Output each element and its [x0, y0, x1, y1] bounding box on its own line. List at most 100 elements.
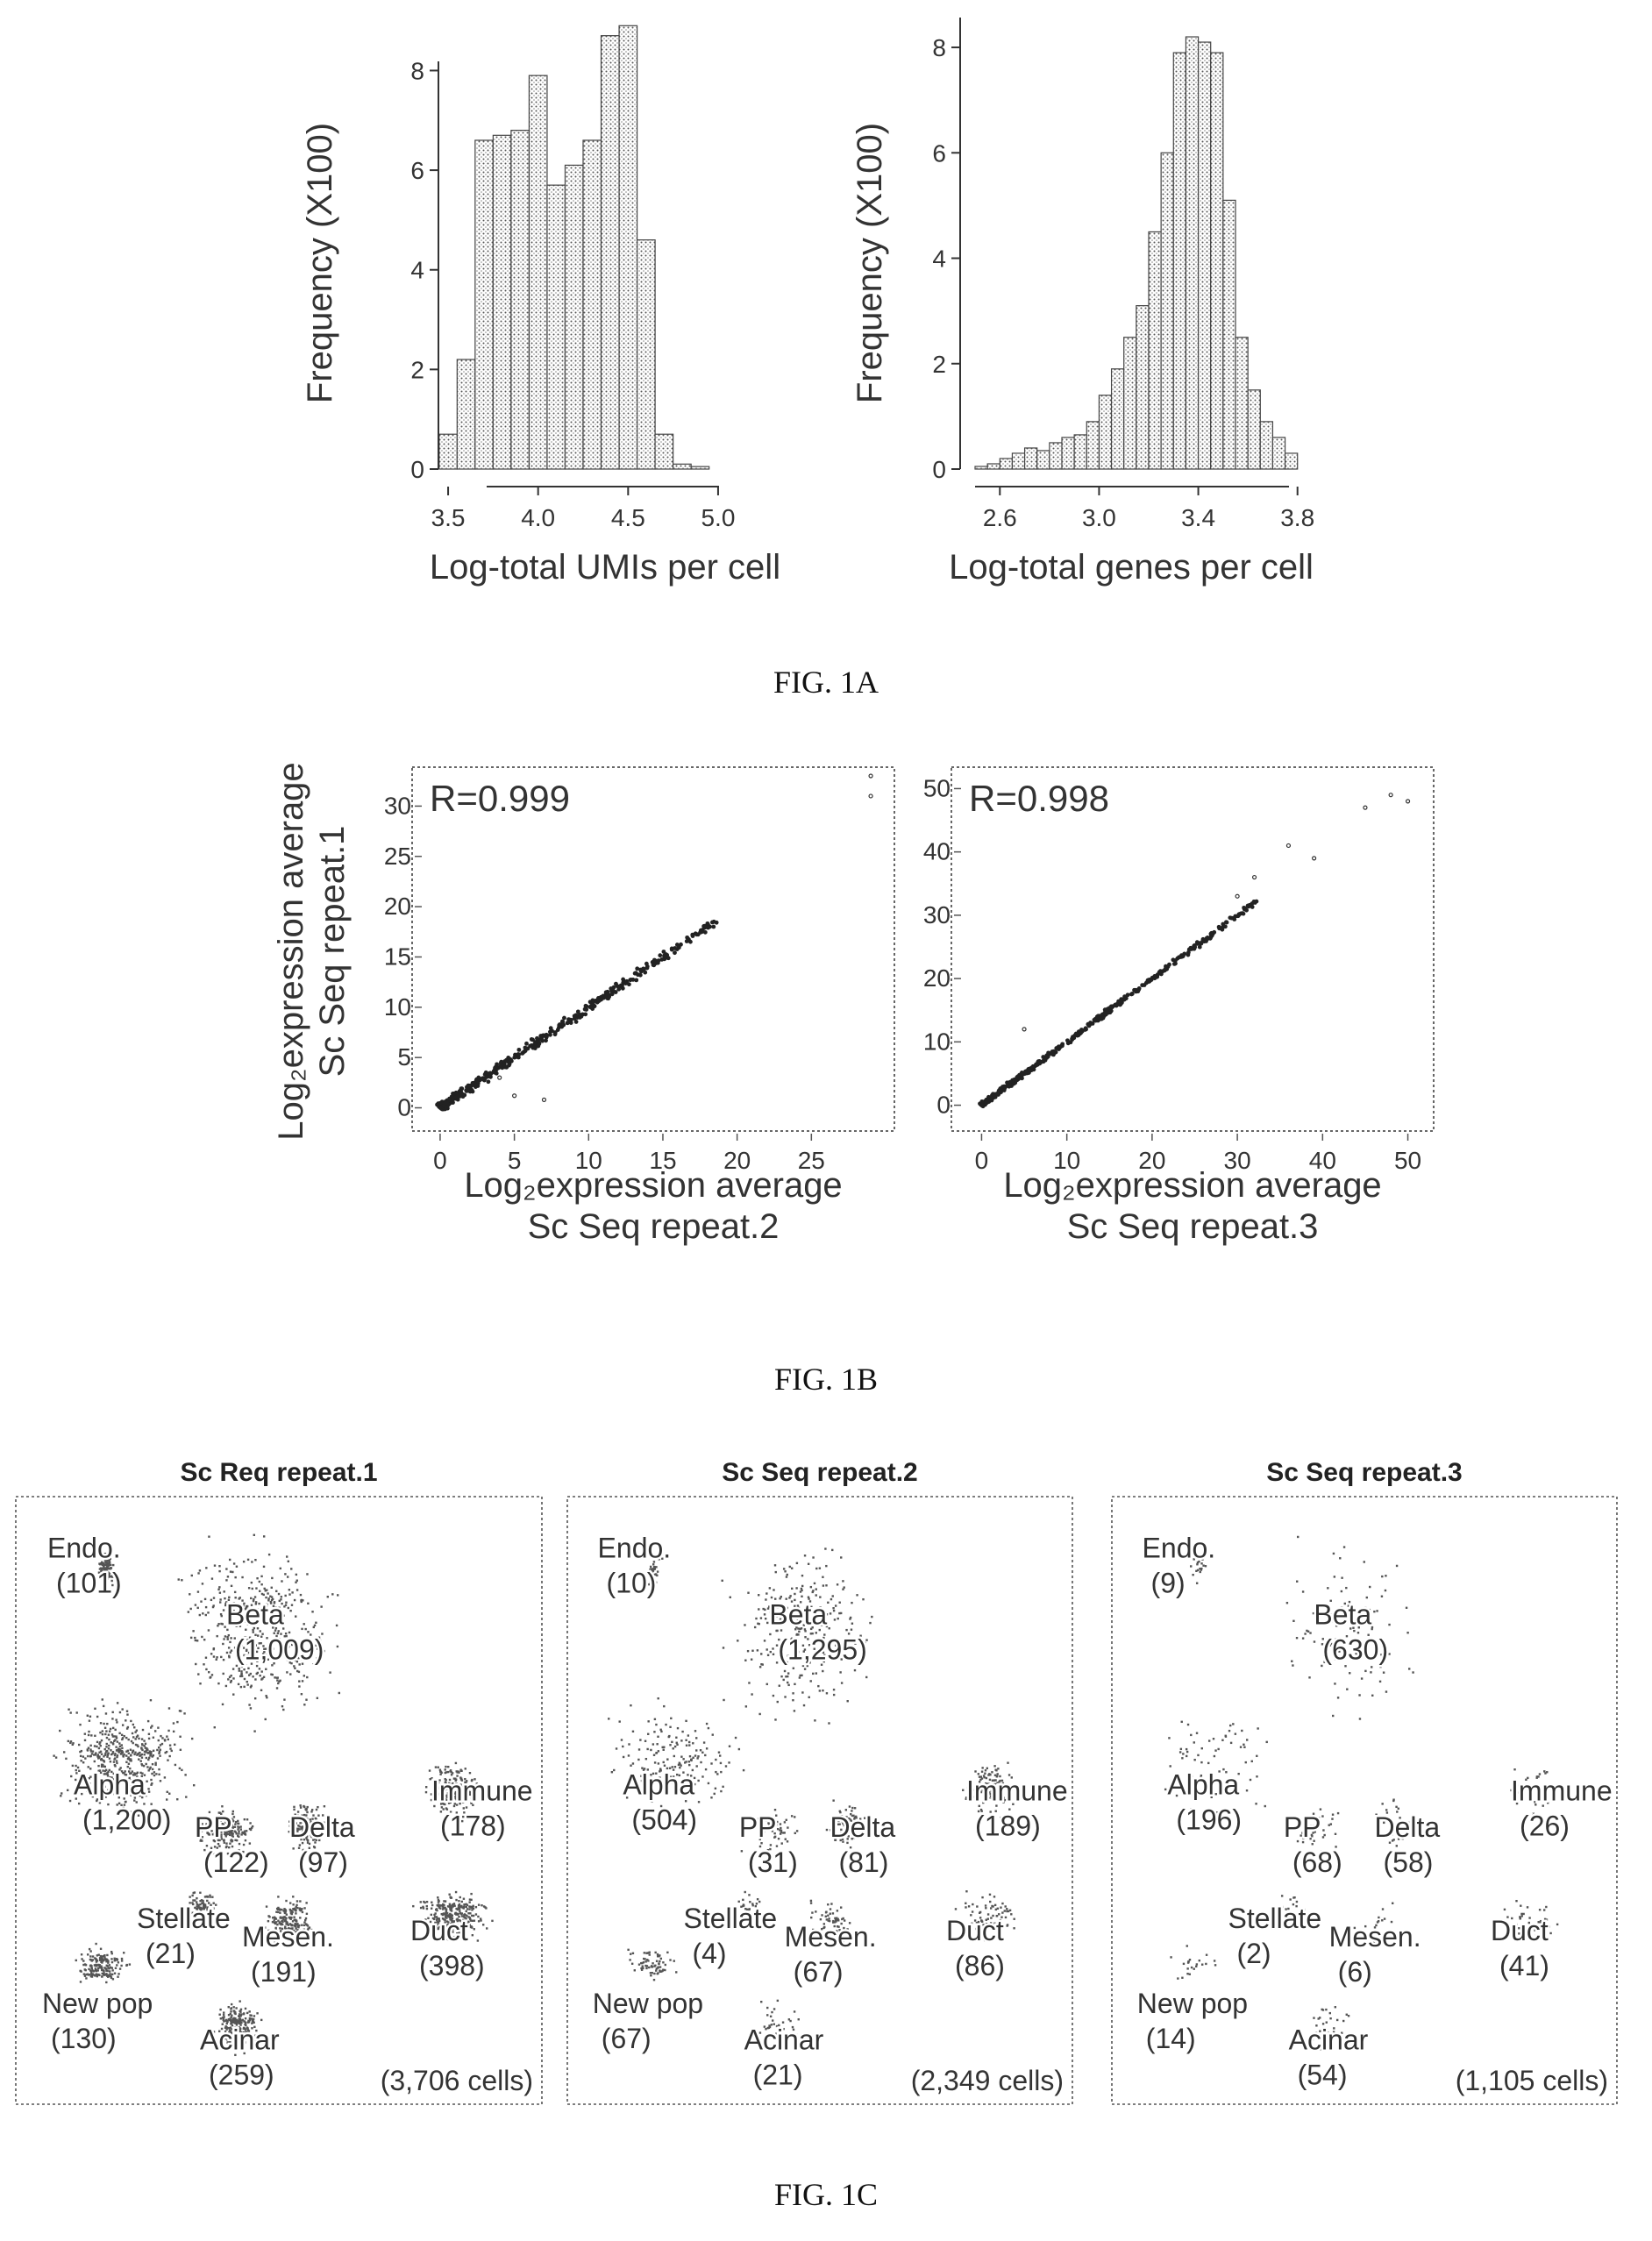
cell-point	[1379, 1666, 1381, 1668]
cluster-count: (86)	[955, 1950, 1005, 1981]
cell-point	[840, 1556, 842, 1558]
cell-point	[469, 1912, 471, 1914]
cell-point	[1296, 1581, 1298, 1583]
cell-point	[458, 1900, 459, 1902]
cell-point	[243, 1561, 245, 1562]
scatter-point	[537, 1042, 541, 1046]
cell-point	[132, 1732, 133, 1734]
cell-point	[119, 1711, 121, 1713]
cell-point	[261, 1677, 263, 1679]
scatter-point	[438, 1106, 442, 1110]
cell-point	[426, 1901, 428, 1903]
cell-point	[1010, 1913, 1012, 1915]
cell-point	[88, 1734, 89, 1736]
cell-point	[292, 1896, 294, 1897]
cell-point	[158, 1739, 160, 1741]
cell-point	[825, 1584, 827, 1586]
cell-point	[220, 1623, 222, 1625]
cell-point	[285, 1602, 287, 1604]
cell-point	[85, 1977, 87, 1979]
cell-point	[205, 1567, 207, 1569]
cell-point	[787, 1826, 788, 1828]
cell-point	[663, 1705, 665, 1707]
cell-point	[474, 1920, 475, 1922]
cell-point	[1334, 1576, 1335, 1577]
cell-point	[801, 1575, 803, 1576]
cell-point	[295, 1615, 296, 1617]
cell-point	[168, 1707, 170, 1709]
scatter-point	[1147, 978, 1151, 982]
cell-point	[1182, 1753, 1184, 1754]
scatter-point	[576, 1009, 580, 1014]
cell-point	[109, 1757, 110, 1759]
cell-point	[842, 1917, 844, 1919]
cell-point	[217, 1589, 219, 1590]
cell-point	[445, 1772, 446, 1774]
cell-point	[777, 2000, 779, 2002]
scatter-point	[1060, 1043, 1065, 1048]
scatter-point	[461, 1092, 466, 1097]
cluster-count: (259)	[209, 2060, 274, 2091]
cell-point	[283, 1698, 285, 1700]
histogram-bar	[673, 464, 692, 469]
cell-point	[94, 1708, 96, 1710]
histogram-bar	[1037, 451, 1050, 469]
cell-point	[836, 1917, 837, 1919]
cell-point	[103, 1766, 104, 1768]
cell-point	[232, 1677, 234, 1679]
scatter-point	[442, 1104, 446, 1108]
cell-point	[253, 1631, 254, 1633]
cell-point	[445, 1900, 446, 1902]
cell-point	[449, 1903, 451, 1905]
cell-point	[459, 1907, 460, 1909]
cell-point	[117, 1702, 118, 1704]
cell-point	[692, 1742, 694, 1744]
cell-point	[199, 1892, 201, 1894]
histogram-bar	[637, 240, 656, 469]
cell-point	[110, 1951, 112, 1953]
cell-point	[465, 1768, 466, 1769]
scatter-point	[524, 1042, 529, 1046]
cell-point	[1383, 1671, 1385, 1673]
histogram-bar	[1112, 369, 1124, 469]
cell-point	[205, 1606, 207, 1608]
cell-point	[296, 1589, 298, 1590]
cell-point	[1322, 1829, 1324, 1831]
cell-point	[847, 1700, 849, 1702]
scatter-point	[459, 1086, 464, 1091]
scatter-point	[694, 932, 699, 936]
cell-point	[687, 1734, 689, 1736]
cell-point	[183, 1712, 185, 1714]
cell-point	[146, 1747, 147, 1749]
cell-point	[304, 1628, 306, 1630]
cell-point	[649, 1953, 651, 1955]
cell-point	[722, 1786, 723, 1788]
cell-point	[1228, 1730, 1230, 1732]
cell-point	[95, 1943, 96, 1945]
cell-point	[60, 1795, 61, 1796]
cell-point	[718, 1751, 720, 1753]
cell-point	[663, 1749, 665, 1751]
scatter-point	[1087, 1024, 1092, 1028]
cell-point	[295, 1582, 296, 1583]
cell-point	[1382, 1908, 1384, 1910]
cell-point	[1320, 1808, 1321, 1810]
cluster-count: (1,295)	[778, 1634, 866, 1666]
cell-point	[686, 1745, 687, 1747]
cell-point	[1412, 1671, 1413, 1673]
cell-point	[329, 1671, 331, 1673]
scatter-point	[1217, 925, 1221, 929]
cell-point	[278, 1593, 280, 1595]
cell-point	[87, 1749, 89, 1751]
cell-point	[227, 1678, 229, 1680]
histogram-bar	[1062, 438, 1074, 469]
cell-point	[106, 1737, 108, 1739]
cell-point	[1292, 1664, 1293, 1666]
cell-point	[100, 1722, 102, 1724]
cell-point	[1379, 1681, 1381, 1683]
cell-point	[89, 1716, 91, 1718]
scatter-point	[488, 1075, 493, 1079]
cell-point	[154, 1730, 156, 1732]
cluster-count: (191)	[251, 1956, 317, 1988]
